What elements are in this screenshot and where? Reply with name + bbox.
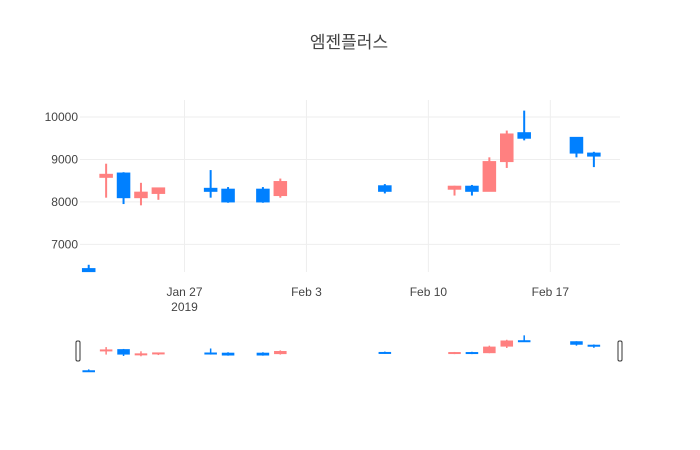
candle-decreasing [517, 110, 531, 141]
candle-body [465, 185, 479, 192]
candle-decreasing [465, 184, 479, 196]
range-slider[interactable] [75, 335, 623, 373]
slider-candle [204, 348, 217, 355]
candle-body [116, 172, 131, 199]
range-slider-handles[interactable] [75, 340, 623, 362]
slider-candle-body [221, 352, 235, 356]
slider-candle-body [378, 351, 392, 354]
candle-increasing [500, 130, 514, 168]
candle-increasing [447, 185, 462, 196]
slider-candle-body [465, 352, 479, 355]
candle-decreasing [81, 264, 96, 273]
x-tick-label: Feb 3 [291, 285, 322, 299]
y-tick-label: 9000 [51, 152, 78, 166]
y-tick-label: 7000 [51, 237, 78, 251]
slider-candle [117, 348, 130, 356]
slider-candle-body [587, 344, 601, 347]
slider-candle [587, 344, 601, 348]
slider-candle-body [274, 351, 287, 355]
candle-body [134, 191, 148, 199]
slider-candle [221, 352, 235, 356]
candle-decreasing [587, 151, 601, 168]
candle-body [151, 187, 166, 194]
range-slider-candles [82, 335, 601, 373]
candle-body [378, 185, 392, 192]
candle-body [256, 188, 270, 203]
y-tick-label: 8000 [51, 195, 78, 209]
candles [81, 110, 601, 273]
slider-candle-body [256, 352, 270, 356]
candle-body [221, 188, 235, 203]
slider-candle [483, 345, 496, 354]
slider-candle [82, 369, 95, 373]
slider-candle [134, 351, 148, 357]
slider-candle [465, 351, 479, 355]
range-slider-right-handle[interactable] [617, 340, 623, 362]
slider-candle [99, 347, 113, 355]
x-tick-sublabel: 2019 [171, 300, 198, 314]
candle-increasing [99, 163, 113, 198]
candle-decreasing [378, 184, 392, 194]
candle-body [273, 181, 288, 197]
slider-candle-body [448, 352, 461, 355]
range-slider-left-handle[interactable] [75, 340, 81, 362]
candle-decreasing [116, 172, 131, 205]
slider-candle [448, 351, 461, 355]
candle-decreasing [203, 170, 218, 198]
candle-body [203, 187, 218, 192]
slider-candle [274, 350, 287, 355]
slider-candle-body [483, 346, 496, 354]
candle-increasing [134, 182, 148, 206]
candle-body [587, 152, 601, 157]
candle-increasing [151, 187, 166, 200]
slider-candle [256, 352, 270, 356]
candle-body [500, 133, 514, 163]
slider-candle [378, 351, 392, 354]
slider-candle-body [99, 349, 113, 352]
candle-decreasing [256, 187, 270, 203]
y-tick-label: 10000 [45, 110, 79, 124]
x-tick-label: Jan 27 [167, 285, 203, 299]
slider-candle-body [117, 349, 130, 355]
slider-candle-body [570, 341, 583, 345]
candle-increasing [482, 157, 497, 192]
candle-increasing [273, 178, 288, 198]
candle-body [81, 268, 96, 273]
slider-candle-body [134, 353, 148, 356]
slider-candle-body [204, 352, 217, 355]
candle-body [99, 173, 113, 178]
candle-body [447, 185, 462, 190]
x-tick-label: Feb 17 [532, 285, 570, 299]
candle-body [482, 161, 497, 192]
slider-candle-body [500, 340, 514, 347]
slider-candle [152, 352, 165, 356]
candle-decreasing [569, 136, 584, 158]
chart-title: 엠젠플러스 [310, 33, 388, 53]
slider-candle-body [82, 370, 95, 373]
slider-candle [500, 339, 514, 349]
y-axis: 7000 8000 9000 10000 [45, 110, 79, 251]
slider-candle-body [152, 352, 165, 355]
candle-decreasing [221, 187, 235, 203]
candle-body [569, 136, 584, 154]
x-tick-label: Feb 10 [410, 285, 448, 299]
candle-body [517, 132, 531, 139]
gridlines [80, 100, 620, 272]
slider-candle [570, 341, 583, 346]
slider-candle [517, 335, 531, 343]
slider-candle-body [517, 340, 531, 343]
